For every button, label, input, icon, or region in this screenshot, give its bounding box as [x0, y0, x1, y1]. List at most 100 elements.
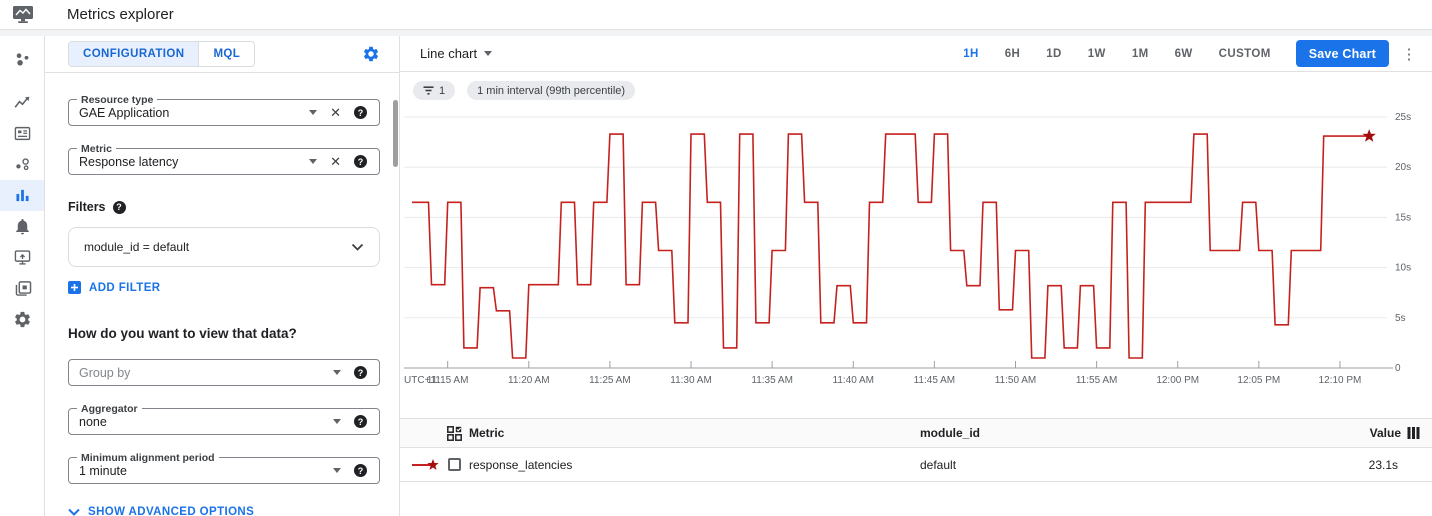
svg-text:11:20 AM: 11:20 AM	[508, 375, 550, 386]
dropdown-arrow-icon	[484, 51, 493, 56]
sidebar-item-uptime-checks[interactable]	[0, 242, 44, 273]
aggregator-field[interactable]: Aggregator none ?	[68, 403, 380, 435]
svg-text:11:25 AM: 11:25 AM	[589, 375, 631, 386]
configuration-panel: CONFIGURATION MQL Resource type GAE Appl…	[45, 36, 400, 516]
filter-list-icon	[423, 86, 434, 95]
metric-value: Response latency	[79, 154, 179, 169]
chart-type-dropdown[interactable]: Line chart	[420, 46, 493, 61]
sidebar-item-monitoring-overview[interactable]	[0, 44, 44, 75]
range-button-1d[interactable]: 1D	[1033, 42, 1075, 66]
svg-text:11:55 AM: 11:55 AM	[1076, 375, 1118, 386]
row-checkbox[interactable]	[448, 458, 461, 471]
range-button-1w[interactable]: 1W	[1075, 42, 1119, 66]
column-settings-icon[interactable]	[1407, 427, 1420, 439]
min-alignment-value: 1 minute	[79, 463, 127, 478]
filter-count-chip[interactable]: 1	[413, 81, 456, 100]
metric-field[interactable]: Metric Response latency ✕ ?	[68, 143, 380, 175]
clear-icon[interactable]: ✕	[330, 105, 341, 120]
group-by-placeholder: Group by	[79, 365, 131, 380]
range-button-6w[interactable]: 6W	[1162, 42, 1206, 66]
interval-chip[interactable]: 1 min interval (99th percentile)	[467, 81, 636, 100]
dropdown-arrow-icon[interactable]	[333, 370, 341, 375]
metrics-icon	[14, 96, 29, 108]
help-icon[interactable]: ?	[354, 106, 367, 119]
help-icon[interactable]: ?	[354, 464, 367, 477]
sidebar-item-metrics[interactable]	[0, 87, 44, 118]
sidebar-item-groups[interactable]	[0, 273, 44, 304]
aggregator-label: Aggregator	[77, 403, 142, 415]
services-icon	[15, 158, 29, 171]
column-header-metric[interactable]: Metric	[469, 426, 505, 440]
sidebar-item-alerting[interactable]	[0, 211, 44, 242]
uptime-checks-icon	[14, 250, 30, 265]
dropdown-arrow-icon[interactable]	[309, 159, 318, 164]
chart-settings-gear-icon[interactable]	[362, 45, 380, 63]
column-header-value[interactable]: Value	[1369, 426, 1401, 440]
min-alignment-field[interactable]: Minimum alignment period 1 minute ?	[68, 452, 380, 484]
dropdown-arrow-icon[interactable]	[309, 110, 318, 115]
range-button-1h[interactable]: 1H	[950, 42, 992, 66]
filter-expander[interactable]: module_id = default	[68, 227, 380, 267]
show-advanced-options-label: SHOW ADVANCED OPTIONS	[88, 506, 255, 516]
tab-mql[interactable]: MQL	[198, 42, 255, 66]
help-icon[interactable]: ?	[354, 366, 367, 379]
help-icon[interactable]: ?	[354, 155, 367, 168]
range-button-1m[interactable]: 1M	[1119, 42, 1162, 66]
series-table-header: Metric module_id Value	[400, 418, 1432, 448]
filter-expression: module_id = default	[84, 240, 190, 254]
svg-text:25s: 25s	[1395, 112, 1411, 123]
help-icon[interactable]: ?	[354, 415, 367, 428]
divider-strip	[0, 30, 1432, 36]
series-table: Metric module_id Value response_latencie…	[400, 418, 1432, 482]
monitoring-overview-icon	[16, 53, 28, 66]
chevron-down-icon[interactable]	[351, 243, 364, 251]
filter-count: 1	[439, 84, 446, 97]
resource-type-value: GAE Application	[79, 105, 170, 120]
add-box-icon	[68, 281, 81, 294]
sidebar-item-settings[interactable]	[0, 304, 44, 335]
sidebar-item-services[interactable]	[0, 149, 44, 180]
show-advanced-options-button[interactable]: SHOW ADVANCED OPTIONS	[68, 506, 380, 516]
dashboards-icon	[14, 126, 30, 141]
chart-type-label: Line chart	[420, 46, 478, 61]
range-button-6h[interactable]: 6H	[992, 42, 1034, 66]
left-nav-rail	[0, 36, 45, 516]
metric-name: response_latencies	[469, 457, 573, 472]
svg-text:15s: 15s	[1395, 212, 1411, 223]
add-filter-label: ADD FILTER	[89, 281, 161, 294]
metric-label: Metric	[77, 143, 116, 155]
series-legend-marker	[412, 458, 439, 470]
dropdown-arrow-icon[interactable]	[333, 419, 341, 424]
resource-type-field[interactable]: Resource type GAE Application ✕ ?	[68, 94, 380, 126]
group-by-field[interactable]: Group by ?	[68, 359, 380, 386]
config-tab-group: CONFIGURATION MQL	[68, 41, 256, 67]
select-all-grid-icon[interactable]	[447, 425, 462, 441]
table-row[interactable]: response_latencies default 23.1s	[400, 448, 1432, 482]
tab-configuration[interactable]: CONFIGURATION	[69, 42, 199, 66]
resource-type-label: Resource type	[77, 94, 158, 106]
sidebar-item-dashboards[interactable]	[0, 118, 44, 149]
dropdown-arrow-icon[interactable]	[333, 468, 341, 473]
svg-text:10s: 10s	[1395, 263, 1411, 274]
chart-toolbar: Line chart 1H 6H 1D 1W 1M 6W CUSTOM Save Chart…	[400, 36, 1432, 72]
module-id-value: default	[920, 457, 957, 472]
page-title: Metrics explorer	[67, 6, 174, 23]
add-filter-button[interactable]: ADD FILTER	[68, 281, 380, 294]
chart-panel: Line chart 1H 6H 1D 1W 1M 6W CUSTOM Save Chart…	[400, 36, 1432, 516]
chevron-down-icon	[68, 508, 80, 516]
groups-icon	[15, 281, 31, 296]
clear-icon[interactable]: ✕	[330, 154, 341, 169]
column-header-module-id[interactable]: module_id	[920, 426, 981, 440]
metrics-explorer-icon	[15, 189, 29, 202]
config-panel-scrollbar[interactable]	[393, 100, 398, 167]
save-chart-button[interactable]: Save Chart	[1295, 40, 1389, 67]
range-button-custom[interactable]: CUSTOM	[1206, 42, 1284, 66]
sidebar-item-metrics-explorer[interactable]	[0, 180, 44, 211]
latency-chart[interactable]: 0 5s 10s 15s 20s 25s 11:15 AM 11:20 AM 11:25 AM 1…	[400, 100, 1432, 392]
svg-text:12:00 PM: 12:00 PM	[1156, 375, 1199, 386]
filters-help-icon[interactable]: ?	[112, 200, 126, 214]
more-options-kebab-icon[interactable]: ⋮	[1401, 45, 1417, 63]
svg-text:11:30 AM: 11:30 AM	[670, 375, 712, 386]
chip-row: 1 1 min interval (99th percentile)	[400, 72, 1432, 100]
svg-text:5s: 5s	[1395, 313, 1406, 324]
